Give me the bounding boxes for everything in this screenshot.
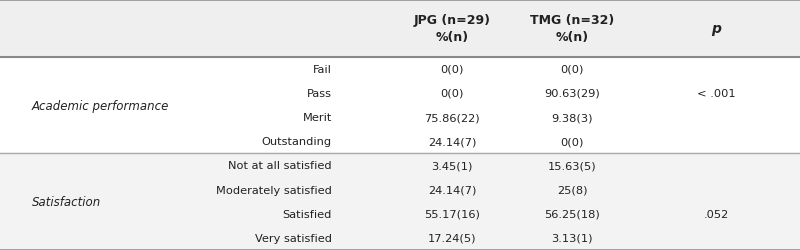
- Text: 3.13(1): 3.13(1): [551, 233, 593, 243]
- Text: 3.45(1): 3.45(1): [431, 161, 473, 171]
- Text: Fail: Fail: [313, 64, 332, 74]
- Text: 9.38(3): 9.38(3): [551, 113, 593, 123]
- Text: p: p: [711, 22, 721, 36]
- Text: 0(0): 0(0): [560, 64, 584, 74]
- Text: Outstanding: Outstanding: [262, 137, 332, 147]
- Text: 24.14(7): 24.14(7): [428, 185, 476, 195]
- Text: JPG (n=29)
%(n): JPG (n=29) %(n): [414, 14, 490, 44]
- Text: TMG (n=32)
%(n): TMG (n=32) %(n): [530, 14, 614, 44]
- Text: Satisfaction: Satisfaction: [32, 196, 102, 208]
- Text: 15.63(5): 15.63(5): [548, 161, 596, 171]
- Text: 90.63(29): 90.63(29): [544, 88, 600, 99]
- Text: 0(0): 0(0): [560, 137, 584, 147]
- Bar: [0, 58, 800, 154]
- Text: Moderately satisfied: Moderately satisfied: [216, 185, 332, 195]
- Text: 0(0): 0(0): [440, 64, 464, 74]
- Text: 0(0): 0(0): [440, 88, 464, 99]
- Text: Merit: Merit: [302, 113, 332, 123]
- Text: 24.14(7): 24.14(7): [428, 137, 476, 147]
- Text: Pass: Pass: [307, 88, 332, 99]
- Text: 55.17(16): 55.17(16): [424, 209, 480, 219]
- Text: 17.24(5): 17.24(5): [428, 233, 476, 243]
- Text: < .001: < .001: [697, 88, 735, 99]
- Text: 56.25(18): 56.25(18): [544, 209, 600, 219]
- Text: Not at all satisfied: Not at all satisfied: [228, 161, 332, 171]
- Bar: [0, 0, 800, 58]
- Text: Very satisfied: Very satisfied: [255, 233, 332, 243]
- Text: 75.86(22): 75.86(22): [424, 113, 480, 123]
- Text: Academic performance: Academic performance: [32, 99, 170, 112]
- Text: Satisfied: Satisfied: [282, 209, 332, 219]
- Text: 25(8): 25(8): [557, 185, 587, 195]
- Text: .052: .052: [703, 209, 729, 219]
- Bar: [0, 154, 800, 250]
